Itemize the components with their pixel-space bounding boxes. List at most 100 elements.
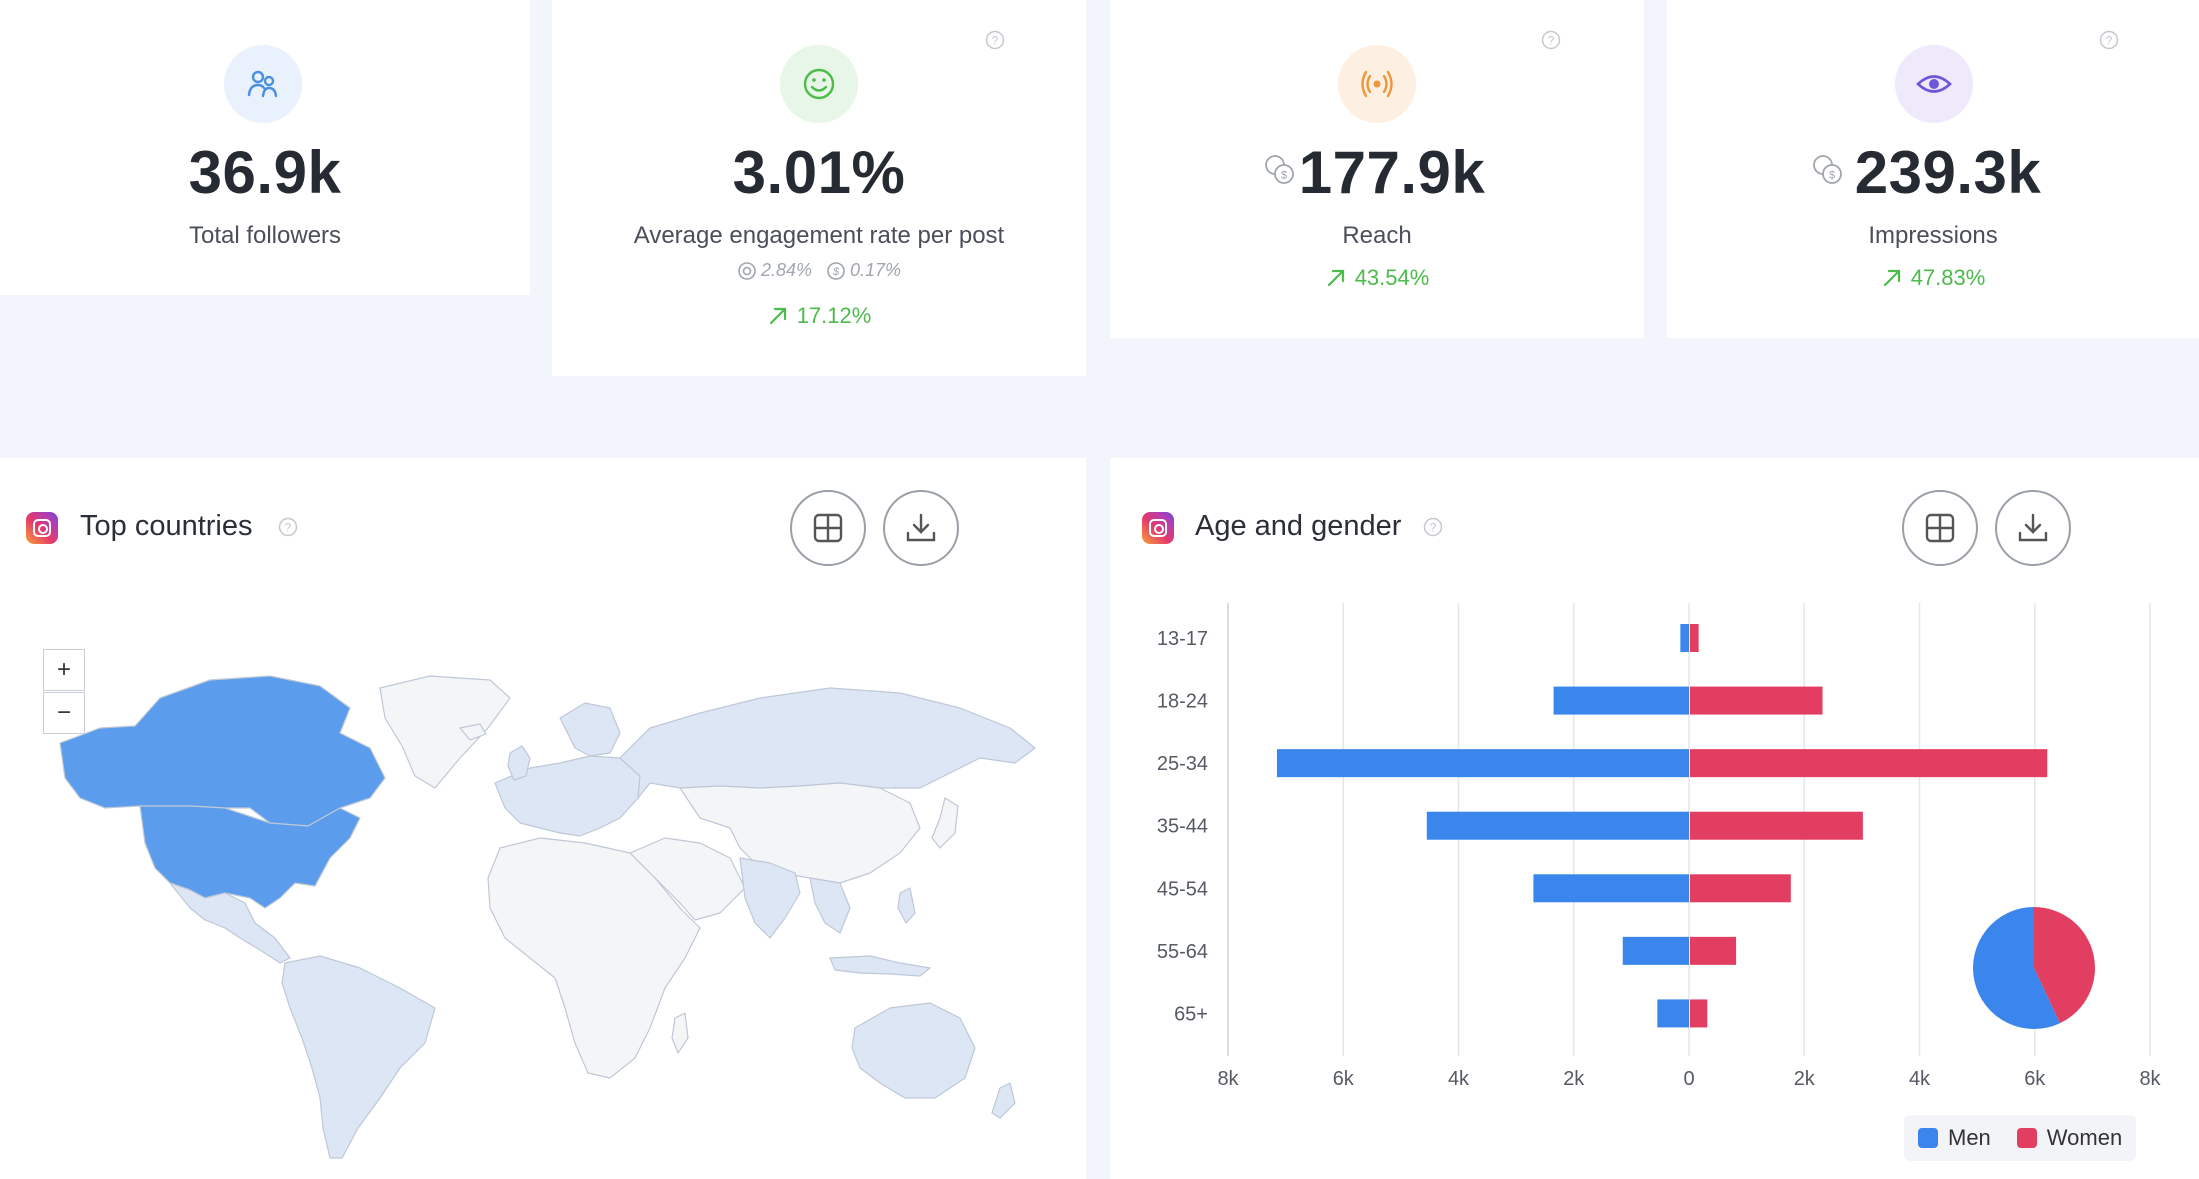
x-tick-label: 0 [1683,1068,1694,1090]
bar-men [1622,936,1689,965]
table-view-button[interactable] [1902,490,1978,566]
reach-label: Reach [1342,222,1412,249]
bar-women [1690,749,2048,778]
help-icon[interactable]: ? [1541,30,1561,50]
coins-icon: $ [1262,152,1298,193]
map-australia [851,1002,976,1099]
svg-text:$: $ [1829,170,1835,182]
map-mexico [169,882,291,964]
map-madagascar [671,1012,689,1054]
y-tick-label: 25-34 [1157,753,1208,775]
organic-value: 2.84% [760,260,812,280]
map-canada [59,675,386,827]
svg-text:?: ? [1548,34,1555,48]
map-philippines [897,887,916,924]
x-tick-label: 8k [1217,1068,1239,1090]
legend-label-men: Men [1948,1125,1991,1150]
help-icon[interactable]: ? [2099,30,2119,50]
download-icon [906,513,936,542]
grid-icon [1925,513,1955,543]
paid-value: 0.17% [850,260,902,280]
help-icon[interactable]: ? [985,30,1005,50]
grid-icon [813,513,843,543]
stat-card-reach: ? $ 177.9k Reach 43.54% [1110,0,1644,338]
age-gender-panel: Age and gender ? 8k 6k 4k 2k 0 2k 4k 6k 8k 13-17 1… [1110,458,2199,1179]
x-tick-label: 4k [1909,1068,1931,1090]
zoom-out-button[interactable]: − [43,692,85,734]
age-gender-chart: 8k 6k 4k 2k 0 2k 4k 6k 8k 13-17 18-24 25-34 35-44 45-… [1157,603,2162,1090]
map-uk [507,745,531,781]
download-button[interactable] [1995,490,2071,566]
bar-women [1690,686,1823,715]
eye-icon [1895,45,1973,123]
map-new-zealand [991,1082,1016,1119]
zoom-in-button[interactable]: + [43,649,85,691]
y-tick-label: 45-54 [1157,878,1208,900]
engagement-change: 17.12% [552,303,1086,329]
coins-icon: $ [1810,152,1846,193]
reach-change-value: 43.54% [1354,265,1430,290]
organic-metric: 2.84% [737,260,812,281]
legend-swatch-men [1918,1128,1938,1148]
x-tick-label: 2k [1563,1068,1585,1090]
bar-men [1426,811,1689,840]
pie-slice-women [2034,907,2095,1024]
arrow-up-right-icon [769,307,786,325]
y-tick-label: 65+ [1174,1003,1208,1025]
bar-women [1690,999,1708,1028]
x-tick-label: 6k [1333,1068,1355,1090]
world-map[interactable] [40,658,1050,1168]
broadcast-icon [1338,45,1416,123]
bar-men [1533,874,1689,903]
x-tick-label: 4k [1448,1068,1470,1090]
legend-swatch-women [2016,1128,2037,1148]
stat-card-followers: 36.9k Total followers [0,0,530,295]
stat-card-impressions: ? $ 239.3k Impressions 47.83% [1667,0,2199,338]
x-tick-label: 8k [2139,1068,2161,1090]
smile-icon [780,45,858,123]
bar-women [1690,936,1737,965]
reach-value: 177.9k [1298,139,1486,206]
bar-men [1276,749,1689,778]
legend-item-men[interactable]: Men [1918,1125,1991,1151]
impressions-label: Impressions [1868,222,1998,249]
map-japan [931,797,959,849]
svg-text:?: ? [992,34,999,48]
y-tick-label: 35-44 [1157,816,1208,838]
help-icon[interactable]: ? [1423,517,1443,537]
map-asia-central [679,782,921,884]
impressions-value: 239.3k [1854,139,2042,206]
help-icon[interactable]: ? [278,517,298,537]
arrow-up-right-icon [1883,269,1900,287]
top-countries-panel: Top countries ? + − [0,458,1086,1179]
table-view-button[interactable] [790,490,866,566]
map-europe [494,755,641,837]
impressions-change-value: 47.83% [1910,265,1986,290]
legend-item-women[interactable]: Women [2016,1125,2122,1151]
map-usa [139,805,361,909]
bar-women [1690,811,1863,840]
engagement-breakdown: 2.84% $ 0.17% [552,260,1086,281]
people-icon [224,45,302,123]
map-russia [619,687,1036,799]
map-scandinavia [559,702,621,757]
panel-title: Top countries [80,510,253,542]
pie-slice-men [1972,907,2060,1029]
followers-label: Total followers [188,222,342,249]
chart-legend: Men Women [1904,1115,2137,1161]
arrow-up-right-icon [1327,269,1344,287]
map-greenland [379,675,511,789]
download-icon [2018,513,2048,542]
download-button[interactable] [883,490,959,566]
engagement-value: 3.01% [732,139,906,206]
map-iceland [459,723,487,741]
svg-text:?: ? [2106,34,2113,48]
instagram-icon [26,512,58,544]
y-tick-label: 18-24 [1157,691,1208,713]
stat-card-engagement: ? 3.01% Average engagement rate per post… [552,0,1086,376]
svg-text:?: ? [285,521,292,535]
map-south-america [281,955,436,1159]
x-tick-label: 6k [2024,1068,2046,1090]
paid-metric: $ 0.17% [826,260,901,281]
followers-value: 36.9k [188,139,342,206]
